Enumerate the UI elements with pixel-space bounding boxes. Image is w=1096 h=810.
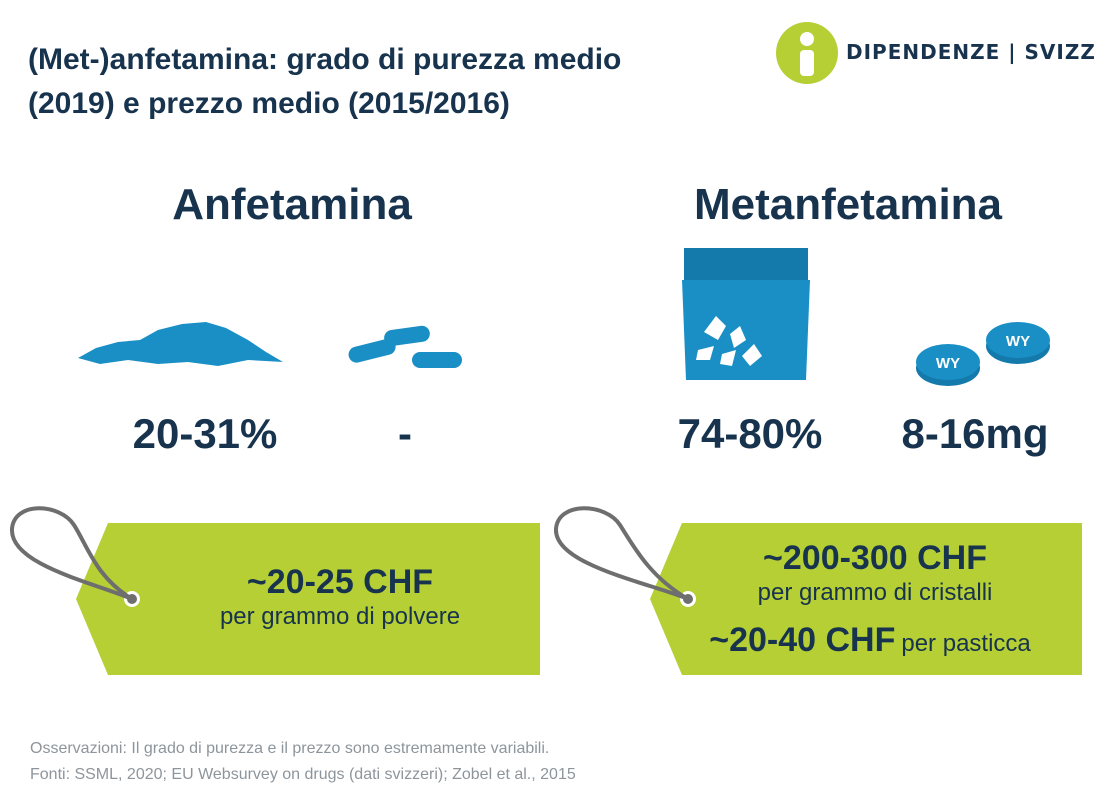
- methamphetamine-crystal-price: ~200-300 CHF: [763, 539, 987, 577]
- footer: Osservazioni: Il grado di purezza e il p…: [30, 736, 576, 788]
- price-tag-methamphetamine: [553, 506, 1082, 675]
- pill-label-left: WY: [936, 355, 960, 372]
- tag-string: [553, 506, 690, 601]
- page-title: (Met-)anfetamina: grado di purezza medio…: [28, 38, 748, 126]
- methamphetamine-pill-content: 8-16mg: [901, 410, 1049, 457]
- methamphetamine-pill-price-block: ~20-40 CHF per pasticca: [660, 620, 1080, 660]
- title-line-1: (Met-)anfetamina: grado di purezza medio: [28, 43, 622, 76]
- amphetamine-pill-content: -: [398, 410, 412, 457]
- pill-right: WY: [986, 322, 1050, 364]
- pill-left: WY: [916, 344, 980, 386]
- footer-sources: Fonti: SSML, 2020; EU Websurvey on drugs…: [30, 766, 576, 783]
- crystal-bag-icon: [682, 248, 810, 380]
- methamphetamine-crystal-price-unit: per grammo di cristalli: [757, 579, 993, 606]
- powder-pile-icon: [78, 322, 283, 366]
- amphetamine-purity: 20-31%: [132, 410, 278, 457]
- methamphetamine-title: Metanfetamina: [693, 180, 1003, 229]
- title-line-2: (2019) e prezzo medio (2015/2016): [28, 87, 510, 120]
- amphetamine-price: ~20-25 CHF: [246, 563, 434, 601]
- amphetamine-price-block: ~20-25 CHF per grammo di polvere: [160, 562, 520, 632]
- tag-string: [9, 506, 134, 601]
- methamphetamine-purity: 74-80%: [677, 410, 823, 457]
- logo-icon: [776, 22, 838, 84]
- footer-note: Osservazioni: Il grado di purezza e il p…: [30, 740, 550, 757]
- methamphetamine-pill-price: ~20-40 CHF: [709, 621, 896, 659]
- pill-label-right: WY: [1006, 333, 1030, 350]
- capsules-icon: [348, 325, 462, 368]
- amphetamine-price-unit: per grammo di polvere: [219, 603, 461, 630]
- methamphetamine-crystal-price-block: ~200-300 CHF per grammo di cristalli: [690, 538, 1060, 608]
- amphetamine-title: Anfetamina: [172, 180, 412, 229]
- price-tag-amphetamine: [9, 506, 540, 675]
- methamphetamine-pill-price-unit: per pasticca: [901, 630, 1031, 657]
- logo-text: DIPENDENZE | SVIZZERA: [846, 40, 1096, 64]
- pills-icon: WY WY: [916, 322, 1050, 386]
